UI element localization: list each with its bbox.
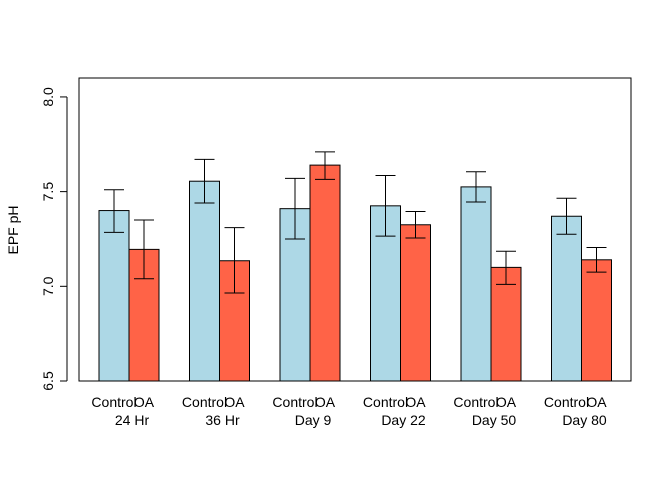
bar-label: Control [91, 394, 136, 410]
y-axis-label: EPF pH [5, 205, 21, 254]
bar-label: OA [586, 394, 607, 410]
y-tick-label: 7.0 [40, 276, 56, 296]
bar-label: Control [272, 394, 317, 410]
group-label: 36 Hr [205, 412, 240, 428]
group-label: Day 9 [295, 412, 332, 428]
bar-series [98, 164, 612, 382]
bar-control-5 [460, 186, 492, 382]
bar-label: OA [134, 394, 155, 410]
group-label: Day 22 [381, 412, 426, 428]
group-label: Day 50 [472, 412, 517, 428]
bar-label: Control [544, 394, 589, 410]
bar-label: OA [496, 394, 517, 410]
bar-label: OA [315, 394, 336, 410]
bar-oa-3 [309, 164, 341, 382]
bar-oa-2 [219, 260, 250, 382]
y-tick-label: 8.0 [40, 87, 56, 107]
group-label: Day 80 [562, 412, 607, 428]
bar-control-2 [189, 180, 220, 382]
bar-oa-4 [400, 224, 431, 382]
group-label: 24 Hr [115, 412, 150, 428]
bar-label: Control [453, 394, 498, 410]
y-tick-label: 7.5 [40, 182, 56, 202]
bar-label: Control [182, 394, 227, 410]
y-tick-label: 6.5 [40, 371, 56, 391]
plot-frame [78, 77, 632, 382]
bar-oa-6 [581, 259, 612, 382]
bar-control-6 [551, 215, 582, 382]
error-bars [104, 151, 607, 294]
bar-label: OA [405, 394, 426, 410]
bar-control-1 [98, 210, 130, 382]
bar-label: OA [224, 394, 245, 410]
y-axis: 6.5 7.0 7.5 8.0 [40, 87, 68, 391]
bar-label: Control [363, 394, 408, 410]
